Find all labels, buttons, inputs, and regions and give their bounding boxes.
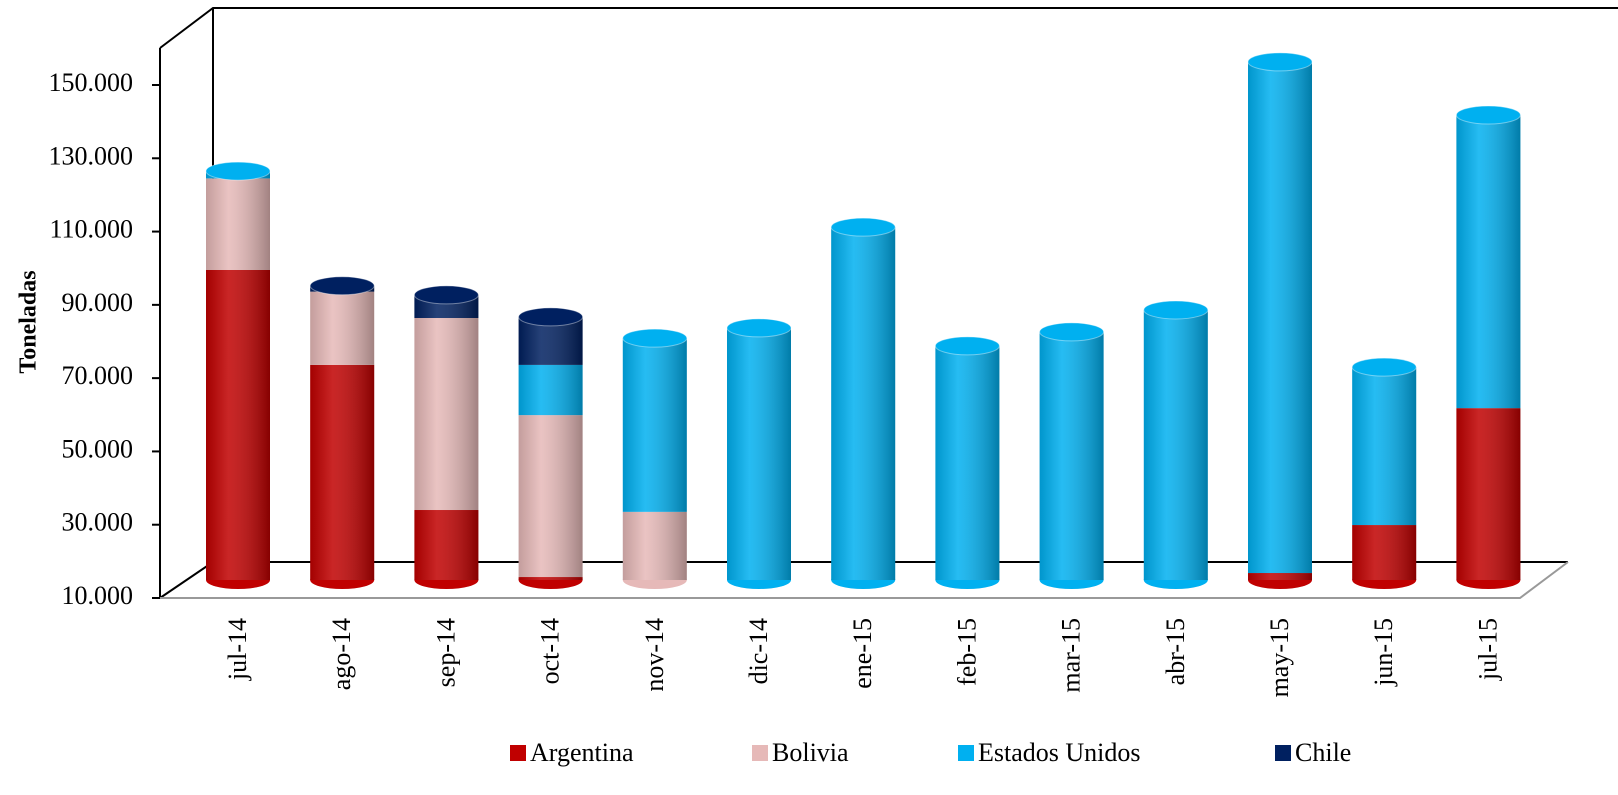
legend-label: Chile <box>1295 738 1351 767</box>
cylinder-cap <box>726 318 792 338</box>
legend-label: Bolivia <box>772 738 849 767</box>
y-tick-label: 50.000 <box>62 434 134 463</box>
x-tick-label: jul-14 <box>223 618 252 681</box>
bar-shade <box>518 415 583 578</box>
floor-front <box>160 561 1569 599</box>
bar-shade <box>206 178 270 271</box>
bar-shade <box>206 270 270 580</box>
x-tick-label: jun-15 <box>1369 618 1398 687</box>
bar-shade <box>1456 115 1521 409</box>
x-tick-label: ene-15 <box>848 618 877 689</box>
bar-shade <box>518 577 583 580</box>
bar-shade <box>935 345 1000 580</box>
bar-shade <box>622 338 687 512</box>
x-tick-label: sep-14 <box>431 618 460 687</box>
legend-swatch <box>510 745 526 761</box>
bar-shade <box>1248 573 1312 580</box>
bar-shade <box>1143 309 1208 580</box>
bar-shade <box>622 511 687 580</box>
x-tick-label: mar-15 <box>1057 618 1086 693</box>
y-axis-title: Toneladas <box>16 270 42 373</box>
x-tick-label: nov-14 <box>640 618 669 692</box>
cylinder-cap <box>1351 357 1417 377</box>
bar-shade <box>414 318 479 511</box>
legend-swatch <box>752 745 768 761</box>
legend-swatch <box>958 745 974 761</box>
bar-shade <box>310 364 375 580</box>
cylinder-cap <box>1455 105 1521 125</box>
y-tick-label: 90.000 <box>62 288 134 317</box>
y-tick-label: 30.000 <box>62 508 134 537</box>
cylinder-cap <box>1247 52 1313 72</box>
cylinder-cap <box>830 217 896 237</box>
y-tick-label: 130.000 <box>49 141 134 170</box>
cylinder-cap <box>518 307 584 327</box>
bar-shade <box>1039 331 1104 580</box>
bar-shade <box>1352 525 1417 580</box>
y-tick-label: 150.000 <box>49 68 134 97</box>
cylinder-cap <box>205 161 271 181</box>
back-wall-top <box>159 7 1618 49</box>
cylinder-cap <box>622 328 688 348</box>
y-tick-label: 10.000 <box>62 581 134 610</box>
cylinder-cap <box>413 285 479 305</box>
cylinder-cap <box>1039 322 1105 342</box>
bar-shade <box>1456 408 1521 580</box>
x-tick-label: dic-14 <box>744 618 773 684</box>
bar-shade <box>1248 61 1312 574</box>
bar-shade <box>518 364 583 416</box>
x-tick-label: may-15 <box>1265 618 1294 697</box>
bar-shade <box>310 291 375 365</box>
bar-shade <box>727 327 791 580</box>
x-tick-label: oct-14 <box>536 618 565 684</box>
bar-shade <box>1352 367 1417 526</box>
legend-label: Argentina <box>530 738 634 767</box>
x-tick-label: abr-15 <box>1161 618 1190 685</box>
legend-swatch <box>1275 745 1291 761</box>
x-tick-label: ago-14 <box>327 618 356 690</box>
x-tick-label: feb-15 <box>952 618 981 686</box>
y-tick-label: 70.000 <box>62 361 134 390</box>
cylinder-cap <box>934 336 1000 356</box>
legend-label: Estados Unidos <box>978 738 1141 767</box>
x-tick-label: jul-15 <box>1473 618 1502 681</box>
y-tick-label: 110.000 <box>49 215 133 244</box>
bar-shade <box>831 227 896 581</box>
cylinder-cap <box>1143 300 1209 320</box>
bar-shade <box>414 510 479 580</box>
cylinder-cap <box>309 276 375 296</box>
